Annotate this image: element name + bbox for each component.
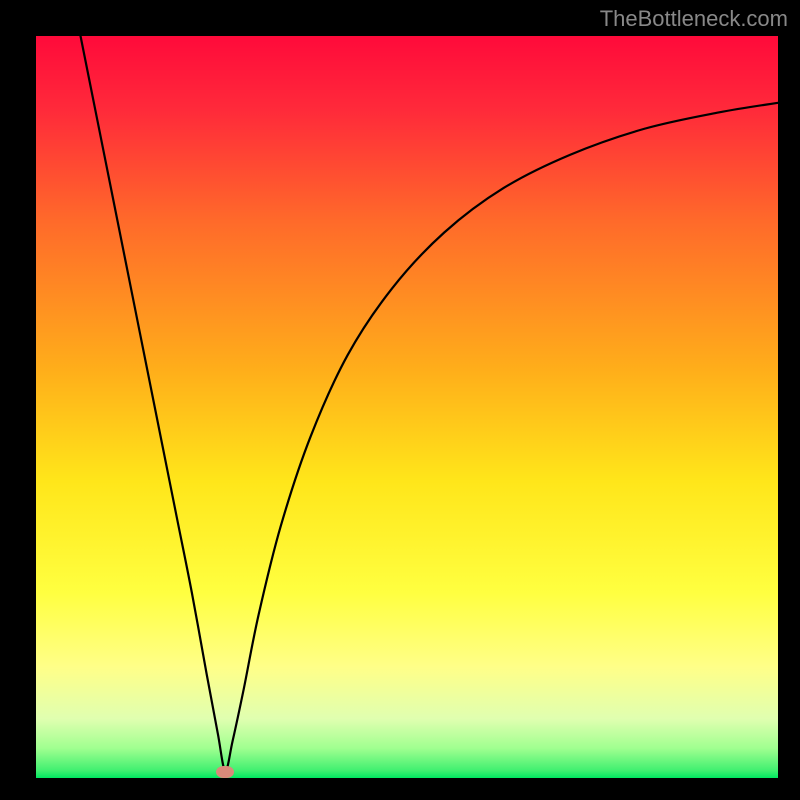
bottleneck-curve (36, 36, 778, 778)
curve-path (81, 36, 778, 771)
plot-area (36, 36, 778, 778)
minimum-marker (216, 766, 234, 778)
chart-container: TheBottleneck.com (0, 0, 800, 800)
watermark-text: TheBottleneck.com (600, 6, 788, 32)
